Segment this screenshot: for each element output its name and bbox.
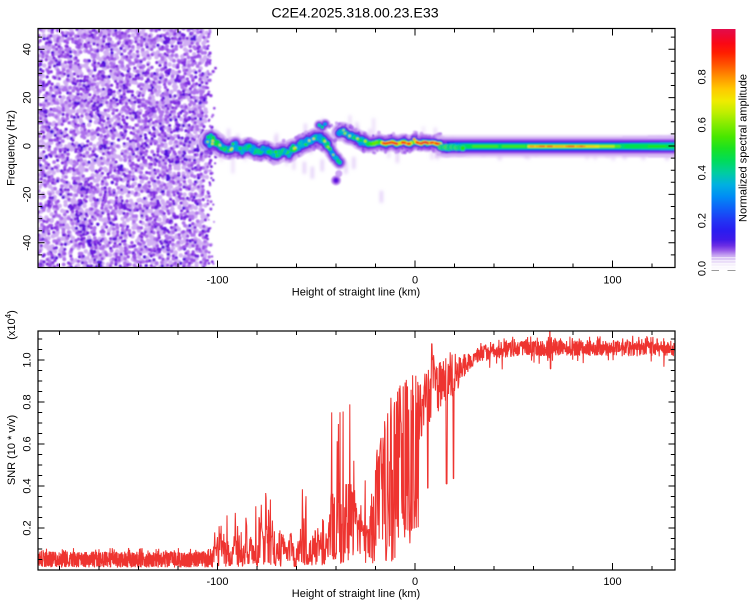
svg-text:100: 100 bbox=[603, 275, 621, 287]
svg-text:C2E4.2025.318.00.23.E33: C2E4.2025.318.00.23.E33 bbox=[271, 6, 438, 22]
svg-text:Frequency (Hz): Frequency (Hz) bbox=[6, 110, 18, 186]
svg-text:(x104): (x104) bbox=[4, 310, 18, 340]
svg-text:-20: -20 bbox=[22, 186, 34, 202]
svg-text:0.6: 0.6 bbox=[697, 117, 709, 132]
svg-text:1.0: 1.0 bbox=[22, 352, 34, 367]
svg-text:Height of straight line (km): Height of straight line (km) bbox=[292, 588, 420, 600]
svg-text:0.6: 0.6 bbox=[22, 436, 34, 451]
svg-text:0.4: 0.4 bbox=[697, 165, 709, 180]
svg-text:-100: -100 bbox=[206, 576, 228, 588]
svg-text:0.2: 0.2 bbox=[22, 520, 34, 535]
svg-text:Normalized spectral amplitude: Normalized spectral amplitude bbox=[738, 74, 750, 222]
svg-text:0.8: 0.8 bbox=[697, 69, 709, 84]
svg-text:-40: -40 bbox=[22, 235, 34, 251]
svg-text:0: 0 bbox=[412, 275, 418, 287]
svg-text:40: 40 bbox=[22, 43, 34, 55]
svg-text:0.8: 0.8 bbox=[22, 394, 34, 409]
svg-text:0: 0 bbox=[22, 143, 34, 149]
svg-text:0.0: 0.0 bbox=[697, 261, 709, 276]
svg-text:Height of straight line (km): Height of straight line (km) bbox=[292, 287, 420, 299]
svg-text:0.2: 0.2 bbox=[697, 213, 709, 228]
svg-text:100: 100 bbox=[603, 576, 621, 588]
svg-text:20: 20 bbox=[22, 91, 34, 103]
svg-text:-100: -100 bbox=[206, 275, 228, 287]
svg-text:SNR (10 * v/v): SNR (10 * v/v) bbox=[6, 415, 18, 485]
svg-text:0.4: 0.4 bbox=[22, 478, 34, 493]
svg-text:0: 0 bbox=[412, 576, 418, 588]
